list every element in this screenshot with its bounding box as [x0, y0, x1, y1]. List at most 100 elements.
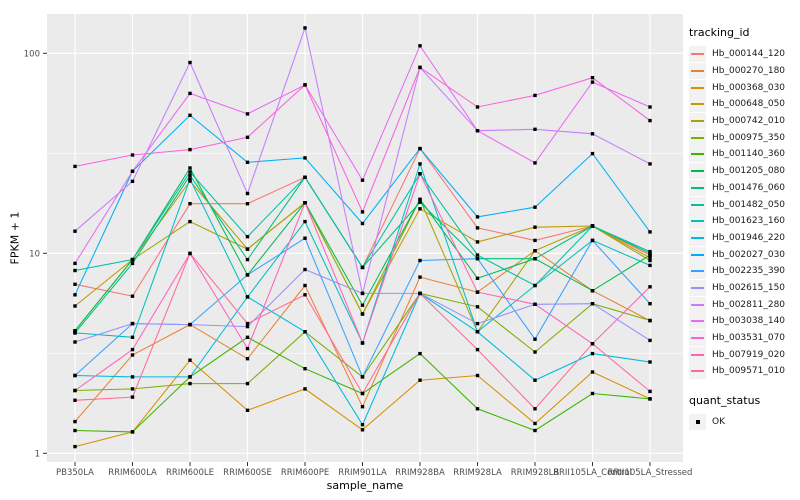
- data-point: [475, 373, 480, 378]
- data-point: [130, 321, 135, 326]
- legend-item-label: Hb_001482_050: [712, 199, 786, 210]
- legend-item: Hb_009571_010: [689, 363, 799, 380]
- legend-item: Hb_001946_220: [689, 229, 799, 247]
- x-tick-label: RRIM928LB: [511, 468, 560, 478]
- data-point: [360, 391, 365, 396]
- data-point: [590, 132, 595, 136]
- data-point: [188, 173, 192, 178]
- legend-item: Hb_000368_030: [689, 79, 799, 96]
- data-point: [648, 338, 652, 343]
- data-point: [648, 389, 652, 394]
- legend-item: Hb_000144_120: [689, 46, 799, 63]
- data-point: [73, 304, 77, 308]
- data-point: [533, 350, 537, 354]
- data-point: [418, 351, 422, 356]
- data-point: [360, 265, 365, 270]
- data-point: [533, 421, 537, 426]
- data-point: [73, 398, 77, 402]
- data-point: [303, 236, 307, 240]
- data-point: [590, 302, 595, 306]
- data-point: [245, 257, 250, 262]
- legend-item: Hb_002027_030: [689, 246, 799, 263]
- data-point: [360, 423, 365, 427]
- legend-item: Hb_002811_280: [689, 296, 799, 313]
- legend-key-line-icon: [689, 330, 706, 347]
- data-point: [360, 405, 365, 409]
- data-point: [648, 118, 652, 123]
- data-point: [533, 407, 537, 411]
- data-point: [73, 329, 77, 333]
- data-point: [303, 293, 307, 297]
- legend-item-label: Hb_003531_070: [712, 333, 786, 344]
- legend-item: Hb_001205_080: [689, 163, 799, 180]
- data-point: [648, 360, 652, 364]
- data-point: [590, 289, 595, 293]
- legend-item-label: Hb_000144_120: [712, 49, 786, 60]
- data-point: [73, 268, 77, 273]
- data-point: [475, 105, 480, 109]
- data-point: [590, 80, 595, 84]
- data-point: [475, 226, 480, 230]
- data-point: [533, 302, 537, 306]
- data-point: [533, 93, 537, 98]
- data-point: [418, 207, 422, 211]
- data-point: [188, 166, 192, 170]
- x-tick-label: RRII105LA_Stressed: [608, 468, 693, 478]
- data-point: [188, 375, 192, 379]
- x-tick-label: RRIM928LA: [453, 468, 502, 478]
- data-point: [590, 391, 595, 396]
- legend-item-label: Hb_002811_280: [712, 299, 786, 310]
- data-point: [648, 249, 652, 254]
- data-point: [245, 202, 250, 206]
- x-tick-label: RRII105LA_Control: [553, 468, 632, 478]
- legend-key-line-icon: [689, 113, 706, 130]
- legend-key-line-icon: [689, 129, 706, 146]
- legend-key-line-icon: [689, 213, 706, 230]
- legend-title-tracking-id: tracking_id: [689, 26, 750, 39]
- data-point: [360, 210, 365, 214]
- data-point: [73, 293, 77, 297]
- data-point: [73, 373, 77, 378]
- legend-item-label: Hb_001946_220: [712, 232, 786, 243]
- legend-item: Hb_007919_020: [689, 346, 799, 363]
- data-point: [475, 240, 480, 244]
- data-point: [648, 302, 652, 306]
- data-point: [245, 346, 250, 351]
- data-point: [475, 407, 480, 411]
- data-point: [303, 26, 307, 30]
- data-point: [475, 321, 480, 326]
- data-point: [130, 169, 135, 173]
- data-point: [245, 160, 250, 164]
- data-point: [303, 156, 307, 160]
- data-point: [418, 197, 422, 202]
- data-point: [418, 291, 422, 296]
- data-point: [73, 282, 77, 286]
- legend-key-line-icon: [689, 363, 706, 380]
- data-point: [188, 381, 192, 386]
- data-point: [360, 178, 365, 182]
- legend-item: Hb_001623_160: [689, 213, 799, 230]
- data-point: [360, 375, 365, 379]
- legend-key-line-icon: [689, 313, 706, 330]
- data-point: [245, 273, 250, 277]
- data-point: [360, 312, 365, 316]
- y-tick-label: 10: [29, 249, 40, 259]
- x-tick-label: PB350LA: [56, 468, 94, 478]
- legend-key-line-icon: [689, 146, 706, 163]
- x-tick-label: RRIM600LE: [166, 468, 214, 478]
- data-point: [245, 112, 250, 116]
- y-axis-title: FPKM + 1: [8, 211, 22, 265]
- data-point: [73, 388, 77, 393]
- legend-item: Hb_003038_140: [689, 313, 799, 330]
- data-point: [648, 263, 652, 268]
- data-point: [475, 290, 480, 294]
- data-point: [590, 151, 595, 156]
- data-point: [648, 256, 652, 260]
- data-point: [188, 202, 192, 206]
- y-tick-label: 100: [24, 49, 40, 59]
- data-point: [245, 357, 250, 361]
- data-point: [533, 378, 537, 382]
- legend-key-line-icon: [689, 163, 706, 180]
- data-point: [303, 219, 307, 224]
